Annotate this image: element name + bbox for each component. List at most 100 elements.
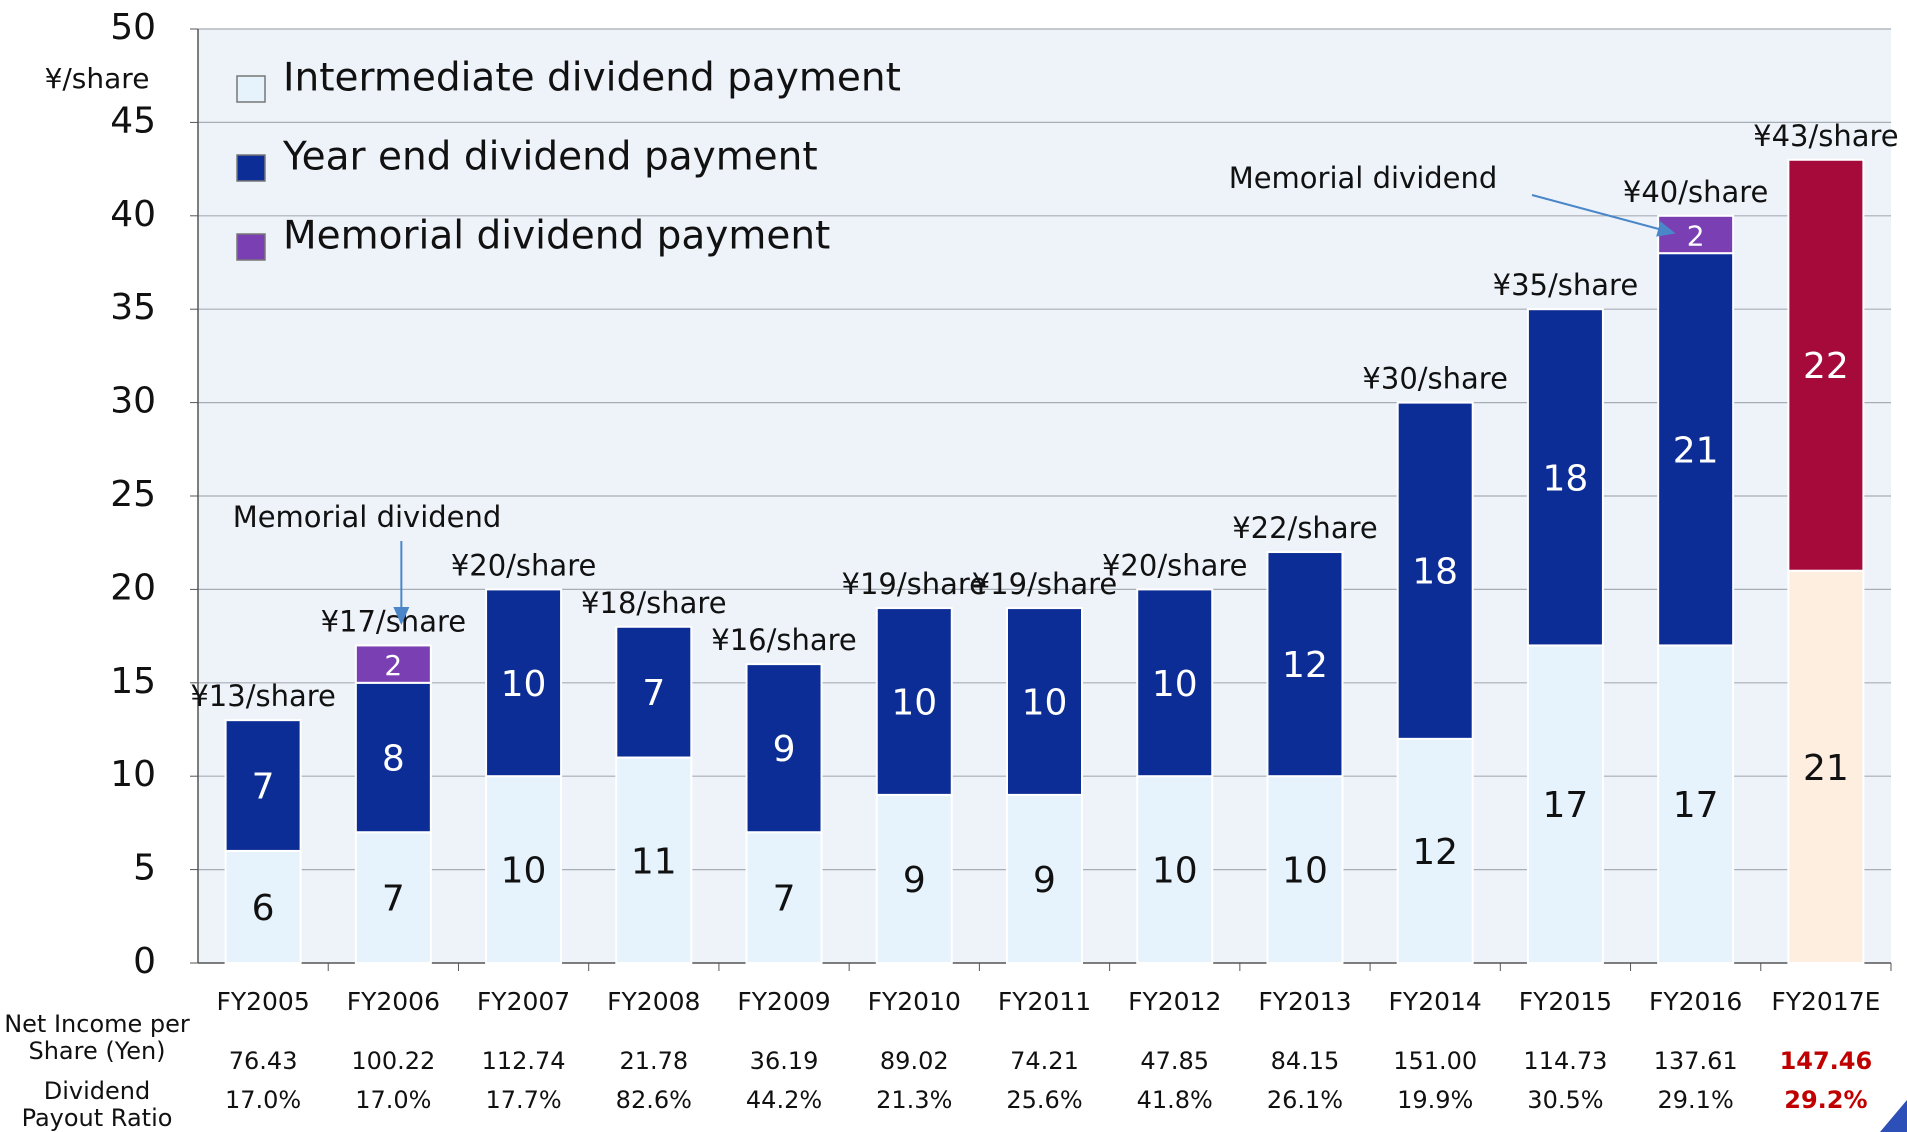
row-label: Payout Ratio xyxy=(22,1104,173,1132)
y-tick-label: 0 xyxy=(133,941,156,982)
bar-value-label: 7 xyxy=(642,673,665,714)
table-value: 137.61 xyxy=(1654,1047,1738,1075)
bar-value-label: 12 xyxy=(1412,832,1458,873)
total-label: ¥20/share xyxy=(1102,548,1248,582)
bar-value-label: 2 xyxy=(1687,219,1705,252)
bar-value-label: 10 xyxy=(891,682,937,723)
x-tick-label: FY2016 xyxy=(1649,987,1742,1016)
row-label: Share (Yen) xyxy=(28,1037,165,1065)
total-label: ¥43/share xyxy=(1753,119,1899,153)
total-label: ¥19/share xyxy=(842,567,988,601)
table-value: 25.6% xyxy=(1006,1086,1082,1114)
bar-segment xyxy=(615,625,693,759)
legend-swatch xyxy=(236,233,266,261)
table-value: 26.1% xyxy=(1267,1086,1343,1114)
bar-value-label: 10 xyxy=(1282,851,1328,892)
bar-segment xyxy=(1006,793,1083,964)
bar-segment xyxy=(1526,308,1604,647)
bar-segment xyxy=(1787,158,1865,572)
total-label: ¥20/share xyxy=(451,548,597,582)
total-label: ¥13/share xyxy=(190,679,336,713)
bar-segment xyxy=(354,644,432,684)
total-label: ¥19/share xyxy=(972,567,1118,601)
bar-value-label: 7 xyxy=(773,879,796,920)
corner-decoration xyxy=(1880,1100,1907,1132)
y-tick-label: 50 xyxy=(110,7,156,48)
table-value: 17.0% xyxy=(355,1086,431,1114)
table-value: 47.85 xyxy=(1140,1047,1209,1075)
total-label: ¥40/share xyxy=(1623,175,1769,209)
legend-label: Memorial dividend payment xyxy=(283,214,830,259)
total-label: ¥18/share xyxy=(581,586,727,620)
bar-segment xyxy=(745,663,823,834)
bar-segment xyxy=(1657,252,1735,647)
bar-value-label: 10 xyxy=(501,664,547,705)
table-value: 29.2% xyxy=(1784,1086,1867,1114)
bar-segment xyxy=(1266,551,1344,778)
y-tick-label: 45 xyxy=(110,100,156,141)
total-label: ¥30/share xyxy=(1362,362,1508,396)
annotation: Memorial dividend xyxy=(1229,161,1498,195)
bar-value-label: 9 xyxy=(773,729,796,770)
y-tick-label: 35 xyxy=(110,287,156,328)
table-value: 21.3% xyxy=(876,1086,952,1114)
table-value: 17.7% xyxy=(485,1086,561,1114)
bar-value-label: 12 xyxy=(1282,645,1328,686)
bar-segment xyxy=(224,849,302,964)
x-tick-label: FY2015 xyxy=(1519,987,1612,1016)
y-tick-label: 10 xyxy=(110,754,156,795)
bar-value-label: 17 xyxy=(1673,785,1719,826)
total-label: ¥35/share xyxy=(1493,268,1639,302)
bar-value-label: 11 xyxy=(631,841,677,882)
bar-segment xyxy=(745,831,823,964)
table-value: 29.1% xyxy=(1658,1086,1734,1114)
table-value: 84.15 xyxy=(1271,1047,1340,1075)
bar-value-label: 10 xyxy=(1152,664,1198,705)
table-value: 76.43 xyxy=(229,1047,298,1075)
bar-value-label: 18 xyxy=(1412,552,1458,593)
annotation: Memorial dividend xyxy=(233,500,502,534)
bar-segment xyxy=(1396,401,1474,740)
y-tick-label: 15 xyxy=(110,661,156,702)
table-value: 151.00 xyxy=(1393,1047,1477,1075)
bar-value-label: 21 xyxy=(1673,430,1719,471)
legend-swatch xyxy=(236,75,266,103)
table-value: 44.2% xyxy=(746,1086,822,1114)
bar-value-label: 17 xyxy=(1543,785,1589,826)
legend-label: Year end dividend payment xyxy=(282,135,818,180)
x-tick-label: FY2008 xyxy=(607,987,700,1016)
table-value: 147.46 xyxy=(1780,1047,1873,1075)
row-label: Net Income per xyxy=(4,1010,190,1038)
table-value: 19.9% xyxy=(1397,1086,1473,1114)
x-tick-label: FY2013 xyxy=(1258,987,1351,1016)
bar-value-label: 22 xyxy=(1803,346,1849,387)
bar-value-label: 7 xyxy=(252,767,275,808)
bar-segment xyxy=(1396,737,1474,965)
table-value: 21.78 xyxy=(619,1047,688,1075)
legend-label: Intermediate dividend payment xyxy=(283,56,901,101)
y-tick-label: 40 xyxy=(110,194,156,235)
bar-value-label: 10 xyxy=(1022,682,1068,723)
bar-segment xyxy=(875,607,953,796)
bar-segment xyxy=(1266,775,1344,965)
x-tick-label: FY2005 xyxy=(216,987,309,1016)
x-tick-label: FY2014 xyxy=(1389,987,1482,1016)
table-value: 36.19 xyxy=(750,1047,819,1075)
y-tick-label: 20 xyxy=(110,567,156,608)
row-label: Dividend xyxy=(44,1077,150,1105)
bar-segment xyxy=(354,831,432,964)
y-tick-label: 30 xyxy=(110,381,156,422)
x-tick-label: FY2017E xyxy=(1771,987,1880,1016)
x-tick-label: FY2006 xyxy=(347,987,440,1016)
table-value: 112.74 xyxy=(482,1047,566,1075)
bar-value-label: 8 xyxy=(382,739,405,780)
x-tick-label: FY2012 xyxy=(1128,987,1221,1016)
table-value: 30.5% xyxy=(1527,1086,1603,1114)
annotation-arrow xyxy=(1531,194,1676,237)
table-value: 17.0% xyxy=(225,1086,301,1114)
table-value: 114.73 xyxy=(1523,1047,1607,1075)
bar-value-label: 10 xyxy=(1152,851,1198,892)
x-tick-label: FY2011 xyxy=(998,987,1091,1016)
table-value: 89.02 xyxy=(880,1047,949,1075)
